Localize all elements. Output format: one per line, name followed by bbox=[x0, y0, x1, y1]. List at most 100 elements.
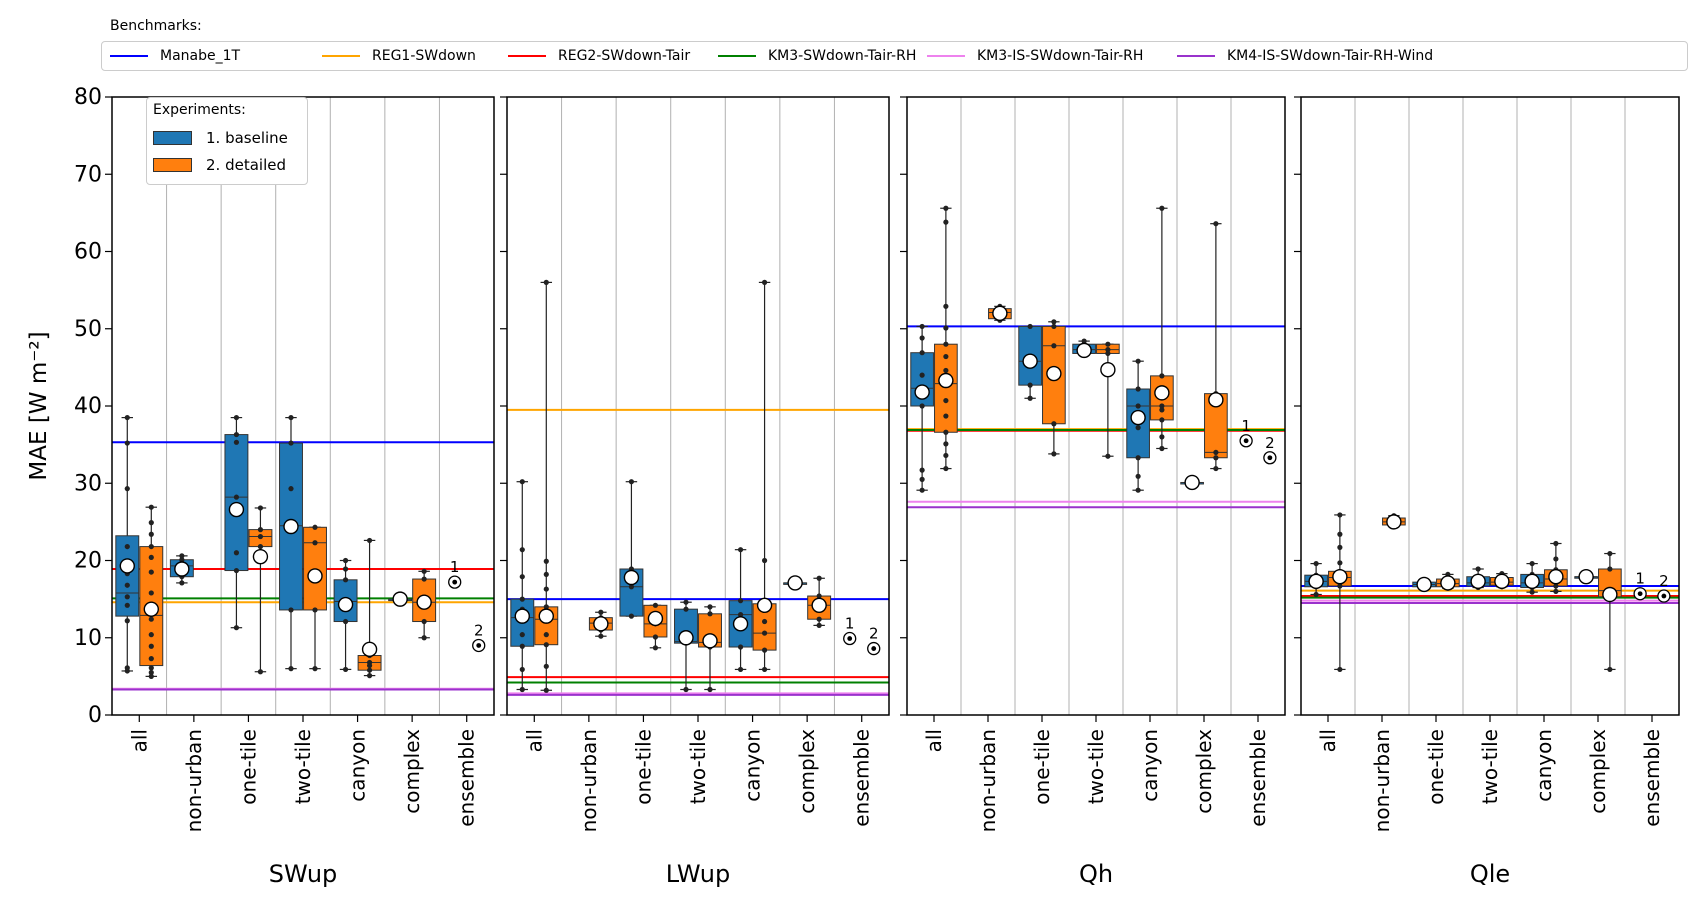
data-point bbox=[943, 341, 949, 347]
data-point bbox=[148, 632, 154, 638]
x-tick-label: non-urban bbox=[1370, 729, 1394, 832]
legend-label-benchmark: KM3-SWdown-Tair-RH bbox=[768, 48, 917, 64]
data-point bbox=[737, 598, 744, 604]
x-tick-label: one-tile bbox=[631, 729, 655, 805]
ensemble-marker-dot bbox=[1637, 591, 1643, 597]
data-point bbox=[683, 606, 689, 612]
panel-title: LWup bbox=[666, 860, 731, 888]
data-point bbox=[1607, 566, 1613, 572]
legend-label-benchmark: REG2-SWdown-Tair bbox=[558, 48, 691, 64]
data-point bbox=[342, 666, 349, 673]
data-point bbox=[1159, 403, 1165, 409]
ensemble-label: 2 bbox=[474, 621, 484, 639]
x-tick-label: all bbox=[1316, 729, 1340, 752]
data-point bbox=[179, 580, 185, 586]
data-point bbox=[1159, 373, 1165, 379]
legend-item-benchmark: REG2-SWdown-Tair bbox=[508, 48, 690, 64]
mean-marker bbox=[593, 616, 609, 632]
mean-marker bbox=[1208, 392, 1224, 408]
data-point bbox=[519, 547, 525, 553]
ensemble-label: 1 bbox=[1635, 570, 1645, 588]
data-point bbox=[1051, 451, 1057, 457]
mean-marker bbox=[174, 561, 190, 577]
panel-swup: 1 2 all non-urban one-tile two-tile canyon comp… bbox=[105, 96, 495, 888]
data-point bbox=[628, 613, 635, 619]
data-point bbox=[598, 633, 604, 639]
data-point bbox=[179, 553, 185, 559]
x-tick-label: two-tile bbox=[1478, 729, 1502, 804]
mean-marker bbox=[1416, 576, 1432, 593]
data-point bbox=[543, 604, 549, 610]
data-point bbox=[1529, 560, 1535, 567]
y-tick-label: 80 bbox=[74, 85, 102, 110]
data-point bbox=[1135, 403, 1141, 409]
ensemble-marker-dot bbox=[847, 636, 853, 641]
legend-label-benchmark: Manabe_1T bbox=[160, 48, 241, 64]
data-point bbox=[919, 487, 925, 493]
data-point bbox=[683, 686, 689, 693]
mean-marker bbox=[1440, 575, 1456, 591]
mean-marker bbox=[307, 568, 323, 584]
benchmark-line-swatch bbox=[718, 55, 756, 57]
x-tick-label: complex bbox=[1192, 729, 1216, 814]
data-point bbox=[707, 686, 713, 693]
mean-marker bbox=[538, 608, 554, 624]
y-tick-label: 20 bbox=[74, 549, 102, 574]
mean-marker bbox=[1332, 569, 1348, 585]
data-point bbox=[919, 403, 925, 409]
y-tick-label: 40 bbox=[74, 394, 102, 419]
data-point bbox=[919, 476, 925, 482]
legend-item-benchmark: KM4-IS-SWdown-Tair-RH-Wind bbox=[1177, 48, 1433, 64]
y-tick-label: 10 bbox=[74, 626, 102, 651]
data-point bbox=[1607, 550, 1613, 557]
x-tick-label: ensemble bbox=[1640, 729, 1664, 827]
legend-label-benchmark: REG1-SWdown bbox=[372, 48, 476, 64]
panel-frame bbox=[111, 96, 495, 716]
data-point bbox=[1475, 566, 1481, 572]
data-point bbox=[652, 602, 659, 608]
data-point bbox=[342, 618, 349, 625]
mean-marker bbox=[1494, 573, 1510, 590]
data-point bbox=[1337, 666, 1343, 673]
x-tick-label: canyon bbox=[346, 729, 370, 802]
mean-marker bbox=[1130, 409, 1146, 426]
x-tick-label: all bbox=[522, 729, 546, 752]
legend-item-benchmark: REG1-SWdown bbox=[322, 48, 476, 64]
panel-frame bbox=[906, 96, 1286, 716]
data-point bbox=[148, 669, 154, 676]
experiments-legend: Experiments: 1. baseline 2. detailed bbox=[146, 97, 308, 185]
data-point bbox=[148, 643, 154, 649]
x-tick-label: all bbox=[922, 729, 946, 752]
legend-item-benchmark: Manabe_1T bbox=[110, 48, 240, 64]
data-point bbox=[919, 467, 925, 473]
data-point bbox=[1213, 449, 1219, 455]
x-tick-label: one-tile bbox=[236, 729, 260, 805]
ensemble-label: 1 bbox=[450, 558, 460, 576]
legend-item-benchmark: KM3-IS-SWdown-Tair-RH bbox=[927, 48, 1143, 64]
data-point bbox=[1337, 512, 1343, 518]
x-tick-label: non-urban bbox=[976, 729, 1000, 832]
panel-title: Qle bbox=[1470, 860, 1510, 888]
benchmark-line-swatch bbox=[1177, 55, 1215, 57]
data-point bbox=[124, 486, 130, 492]
y-tick-label: 30 bbox=[74, 471, 102, 496]
data-point bbox=[519, 574, 525, 580]
data-point bbox=[737, 644, 744, 650]
x-tick-label: two-tile bbox=[1084, 729, 1108, 804]
mean-marker bbox=[1076, 342, 1092, 359]
data-point bbox=[421, 635, 427, 641]
data-point bbox=[124, 440, 130, 446]
data-point bbox=[816, 616, 822, 622]
data-point bbox=[652, 634, 659, 640]
mean-marker bbox=[938, 372, 954, 389]
data-point bbox=[342, 577, 349, 583]
data-point bbox=[421, 568, 427, 574]
data-point bbox=[943, 325, 949, 331]
data-point bbox=[312, 540, 318, 546]
mean-marker bbox=[514, 608, 530, 624]
data-point bbox=[737, 547, 744, 553]
data-point bbox=[816, 593, 822, 599]
data-point bbox=[652, 645, 659, 651]
data-point bbox=[288, 440, 294, 446]
